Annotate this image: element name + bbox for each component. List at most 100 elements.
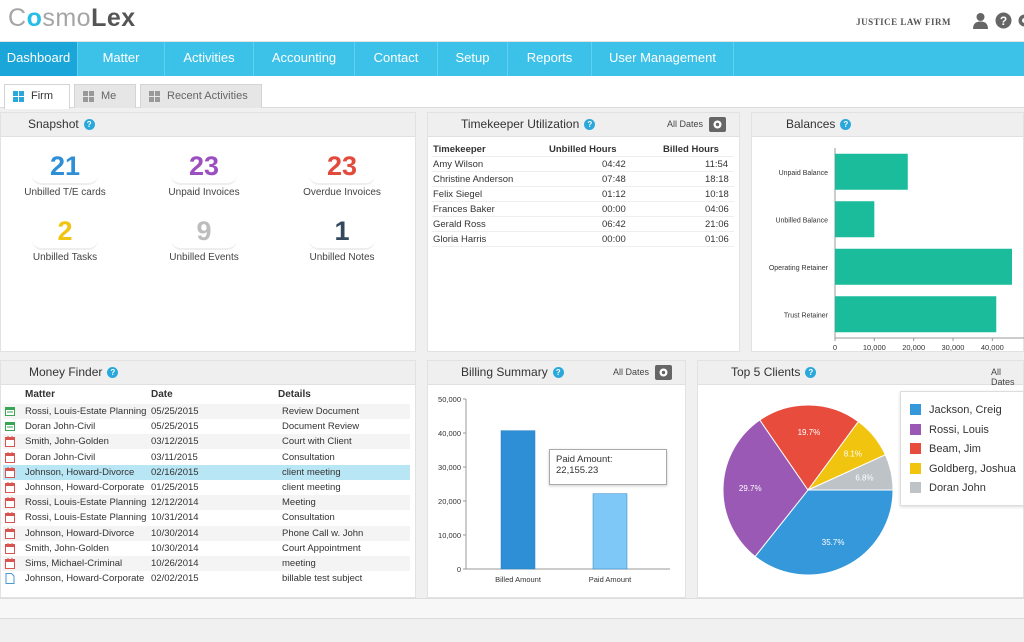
green-card-icon bbox=[5, 407, 15, 416]
balance-bar bbox=[835, 296, 997, 333]
nav-setup[interactable]: Setup bbox=[438, 42, 508, 76]
table-row[interactable]: Rossi, Louis-Estate Planning 05/25/2015 Re… bbox=[3, 404, 410, 419]
x-tick-label: 10,000 bbox=[863, 343, 886, 352]
timekeeper-name: Gerald Ross bbox=[433, 219, 486, 230]
balances-chart: 0 10,000 20,000 30,000 40,000 Unpaid Balance U… bbox=[769, 148, 1024, 352]
nav-activities[interactable]: Activities bbox=[165, 42, 254, 76]
matter-cell: Johnson, Howard-Corporate bbox=[25, 482, 145, 493]
matter-cell: Johnson, Howard-Corporate bbox=[25, 573, 145, 585]
legend-item[interactable]: Beam, Jim bbox=[910, 442, 981, 456]
tooltip-value: 22,155.23 bbox=[556, 465, 599, 476]
all-dates-label[interactable]: All Dates bbox=[613, 367, 650, 377]
main-nav: Dashboard Matter Activities Accounting C… bbox=[0, 42, 1024, 76]
date-cell: 10/30/2014 bbox=[151, 542, 199, 554]
cosmolex-logo[interactable]: CosmoLex bbox=[8, 4, 136, 32]
snapshot-overdue-invoices[interactable]: 23 Overdue Invoices bbox=[287, 149, 397, 198]
nav-accounting[interactable]: Accounting bbox=[254, 42, 355, 76]
help-icon[interactable]: ? bbox=[584, 119, 596, 130]
unbilled-hours: 01:12 bbox=[602, 189, 626, 200]
y-tick-label: 40,000 bbox=[438, 429, 461, 438]
table-row[interactable]: Amy Wilson 04:42 11:54 bbox=[432, 157, 734, 172]
help-icon[interactable]: ? bbox=[840, 119, 852, 130]
date-cell: 02/16/2015 bbox=[151, 466, 199, 478]
help-icon[interactable]: ? bbox=[805, 367, 817, 378]
footer-bar bbox=[0, 598, 1024, 618]
table-row[interactable]: Doran John-Civil 05/25/2015 Document Revie… bbox=[3, 419, 410, 434]
help-icon[interactable]: ? bbox=[995, 12, 1012, 29]
help-icon[interactable]: ? bbox=[107, 367, 119, 378]
table-row[interactable]: Christine Anderson 07:48 18:18 bbox=[432, 172, 734, 187]
table-row[interactable]: Doran John-Civil 03/11/2015 Consultation bbox=[3, 450, 410, 465]
table-row[interactable]: Smith, John-Golden 10/30/2014 Court Appoin… bbox=[3, 541, 410, 556]
pie-slice bbox=[754, 489, 894, 576]
table-row[interactable]: Gerald Ross 06:42 21:06 bbox=[432, 217, 734, 232]
snapshot-unbilled-notes[interactable]: 1 Unbilled Notes bbox=[287, 214, 397, 263]
table-row[interactable]: Smith, John-Golden 03/12/2015 Court with C… bbox=[3, 434, 410, 450]
all-dates-label[interactable]: All Dates bbox=[667, 119, 704, 129]
table-row[interactable]: Johnson, Howard-Divorce 02/16/2015 client … bbox=[3, 464, 410, 480]
legend-item[interactable]: Doran John bbox=[910, 481, 986, 495]
category-label: Unbilled Balance bbox=[775, 217, 828, 224]
matter-cell: Johnson, Howard-Divorce bbox=[25, 527, 135, 539]
details-cell: Phone Call w. John bbox=[282, 527, 364, 539]
gear-icon[interactable] bbox=[709, 117, 726, 132]
billed-hours: 11:54 bbox=[705, 159, 729, 170]
legend-swatch bbox=[910, 404, 921, 415]
snapshot-arc bbox=[32, 240, 98, 250]
snapshot-unbilled-tasks[interactable]: 2 Unbilled Tasks bbox=[10, 214, 120, 263]
date-cell: 10/30/2014 bbox=[151, 527, 199, 539]
balance-bar bbox=[835, 248, 1012, 285]
top-bar: CosmoLex JUSTICE LAW FIRM ? bbox=[0, 0, 1024, 42]
table-row[interactable]: Frances Baker 00:00 04:06 bbox=[432, 202, 734, 217]
legend-item[interactable]: Jackson, Creig bbox=[910, 403, 1002, 417]
nav-dashboard[interactable]: Dashboard bbox=[0, 42, 78, 76]
gear-icon[interactable] bbox=[655, 365, 672, 380]
table-row[interactable]: Gloria Harris 00:00 01:06 bbox=[432, 232, 734, 247]
billed-hours: 04:06 bbox=[705, 204, 729, 215]
help-icon[interactable]: ? bbox=[552, 367, 564, 378]
table-row[interactable]: Johnson, Howard-Corporate 01/25/2015 clien… bbox=[3, 480, 410, 495]
snapshot-arc bbox=[309, 175, 375, 185]
category-label: Unpaid Balance bbox=[779, 170, 829, 177]
nav-contact[interactable]: Contact bbox=[355, 42, 438, 76]
balances-panel: Balances? 0 10,000 20,000 30,000 40,000 Unpai… bbox=[751, 112, 1024, 352]
details-cell: Court with Client bbox=[282, 436, 352, 448]
timekeeper-name: Christine Anderson bbox=[433, 174, 514, 185]
table-row[interactable]: Johnson, Howard-Divorce 10/30/2014 Phone C… bbox=[3, 525, 410, 541]
tab-recent-activities[interactable]: Recent Activities bbox=[140, 84, 262, 108]
snapshot-arc bbox=[32, 175, 98, 185]
tab-firm-label: Firm bbox=[31, 90, 53, 102]
snapshot-unpaid-invoices[interactable]: 23 Unpaid Invoices bbox=[149, 149, 259, 198]
panel-header: Top 5 Clients? All Dates bbox=[698, 361, 1023, 387]
gear-icon[interactable] bbox=[1016, 12, 1024, 29]
balance-bar bbox=[835, 153, 908, 190]
nav-reports[interactable]: Reports bbox=[508, 42, 592, 76]
panel-header: Money Finder? bbox=[1, 361, 415, 385]
user-icon[interactable] bbox=[972, 12, 989, 29]
snapshot-unbilled-te-cards[interactable]: 21 Unbilled T/E cards bbox=[10, 149, 120, 198]
table-row[interactable]: Sims, Michael-Criminal 10/26/2014 meeting bbox=[3, 556, 410, 571]
unbilled-hours: 00:00 bbox=[602, 234, 626, 245]
table-row[interactable]: Rossi, Louis-Estate Planning 10/31/2014 Co… bbox=[3, 510, 410, 525]
date-cell: 01/25/2015 bbox=[151, 482, 199, 493]
legend-item[interactable]: Rossi, Louis bbox=[910, 423, 989, 437]
panel-header: Snapshot? bbox=[1, 113, 415, 137]
matter-cell: Rossi, Louis-Estate Planning bbox=[25, 497, 147, 509]
timekeeper-name: Felix Siegel bbox=[433, 189, 483, 200]
table-row[interactable]: Felix Siegel 01:12 10:18 bbox=[432, 187, 734, 202]
table-row[interactable]: Rossi, Louis-Estate Planning 12/12/2014 Me… bbox=[3, 495, 410, 511]
matter-cell: Rossi, Louis-Estate Planning bbox=[25, 406, 147, 417]
column-header: Unbilled Hours bbox=[549, 144, 617, 155]
windows-icon bbox=[13, 91, 24, 102]
help-icon[interactable]: ? bbox=[83, 119, 95, 130]
svg-text:?: ? bbox=[1000, 14, 1007, 28]
tab-firm[interactable]: Firm bbox=[4, 84, 70, 109]
nav-user-management[interactable]: User Management bbox=[592, 42, 734, 76]
nav-matter[interactable]: Matter bbox=[78, 42, 165, 76]
legend-item[interactable]: Goldberg, Joshua bbox=[910, 462, 1016, 476]
pie-slice-label: 19.7% bbox=[798, 428, 821, 437]
tab-me[interactable]: Me bbox=[74, 84, 136, 108]
all-dates-label[interactable]: All Dates bbox=[991, 367, 1015, 387]
table-row[interactable]: Johnson, Howard-Corporate 02/02/2015 billa… bbox=[3, 571, 410, 586]
snapshot-unbilled-events[interactable]: 9 Unbilled Events bbox=[149, 214, 259, 263]
